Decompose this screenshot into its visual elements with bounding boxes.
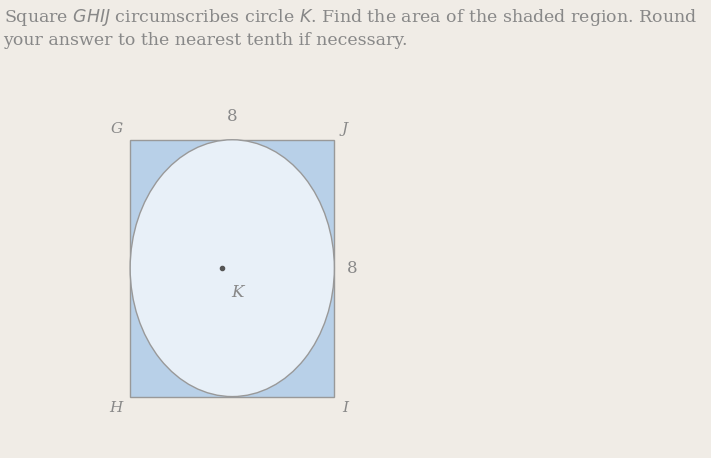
Text: 8: 8 xyxy=(347,260,358,277)
Text: 8: 8 xyxy=(227,108,237,125)
Text: I: I xyxy=(342,401,348,415)
Circle shape xyxy=(130,140,334,397)
Text: J: J xyxy=(342,122,348,136)
Text: Square $GHIJ$ circumscribes circle $K$. Find the area of the shaded region. Roun: Square $GHIJ$ circumscribes circle $K$. … xyxy=(4,7,697,28)
Bar xyxy=(130,140,334,397)
Text: K: K xyxy=(231,284,243,301)
Text: H: H xyxy=(109,401,122,415)
Text: your answer to the nearest tenth if necessary.: your answer to the nearest tenth if nece… xyxy=(4,32,408,49)
Text: G: G xyxy=(110,122,122,136)
